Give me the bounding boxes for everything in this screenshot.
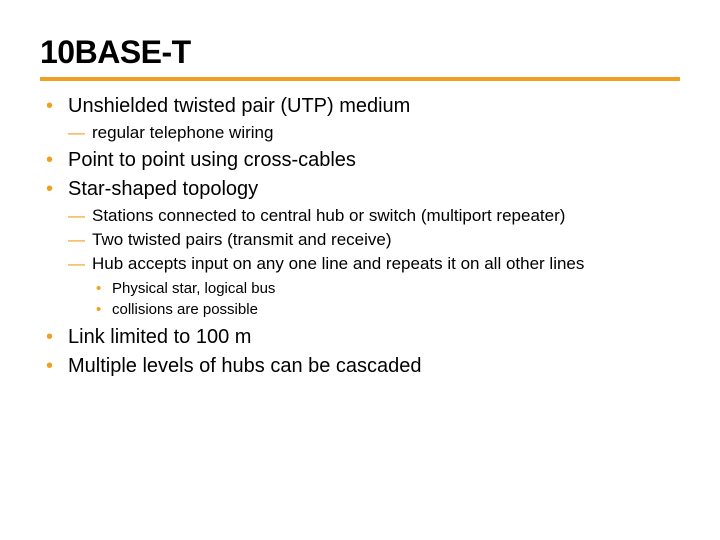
sub-list: regular telephone wiring [68, 122, 680, 145]
bullet-text: collisions are possible [112, 301, 258, 318]
sub-list: Stations connected to central hub or swi… [68, 205, 680, 320]
list-item: regular telephone wiring [68, 122, 680, 145]
list-item: Link limited to 100 m [40, 324, 680, 351]
list-item: Point to point using cross-cables [40, 147, 680, 174]
sub-sub-list: Physical star, logical bus collisions ar… [92, 278, 680, 320]
bullet-text: Two twisted pairs (transmit and receive) [92, 230, 392, 249]
list-item: collisions are possible [92, 299, 680, 320]
bullet-text: Point to point using cross-cables [68, 149, 356, 171]
list-item: Two twisted pairs (transmit and receive) [68, 229, 680, 252]
bullet-list: Unshielded twisted pair (UTP) medium reg… [40, 93, 680, 380]
bullet-text: Star-shaped topology [68, 178, 258, 200]
slide: 10BASE-T Unshielded twisted pair (UTP) m… [0, 0, 720, 540]
title-underline [40, 77, 680, 81]
list-item: Physical star, logical bus [92, 278, 680, 299]
bullet-text: Physical star, logical bus [112, 280, 275, 297]
list-item: Hub accepts input on any one line and re… [68, 253, 680, 320]
list-item: Star-shaped topology Stations connected … [40, 176, 680, 320]
list-item: Stations connected to central hub or swi… [68, 205, 680, 228]
list-item: Multiple levels of hubs can be cascaded [40, 353, 680, 380]
slide-title: 10BASE-T [40, 34, 680, 71]
bullet-text: Multiple levels of hubs can be cascaded [68, 355, 422, 377]
bullet-text: Link limited to 100 m [68, 326, 251, 348]
bullet-text: regular telephone wiring [92, 123, 273, 142]
bullet-text: Unshielded twisted pair (UTP) medium [68, 95, 410, 117]
bullet-text: Stations connected to central hub or swi… [92, 206, 565, 225]
bullet-text: Hub accepts input on any one line and re… [92, 254, 584, 273]
list-item: Unshielded twisted pair (UTP) medium reg… [40, 93, 680, 145]
